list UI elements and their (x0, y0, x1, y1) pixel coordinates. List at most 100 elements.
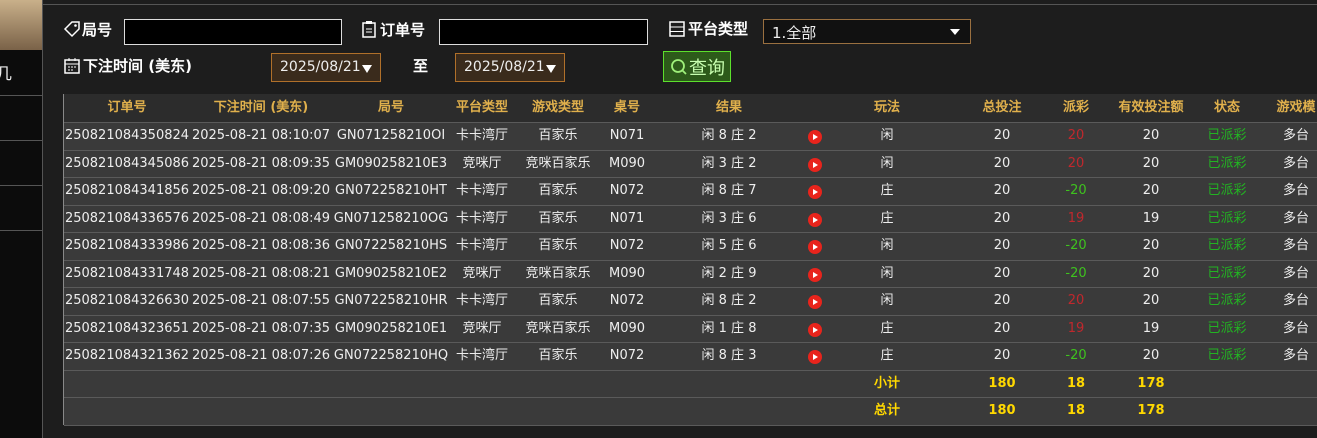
play-icon[interactable] (808, 267, 822, 286)
date-from[interactable]: 2025/08/21 (271, 53, 381, 82)
table-cell: 已派彩 (1207, 128, 1247, 143)
table-cell: 20 (1142, 183, 1160, 198)
row-divider (64, 232, 1317, 233)
table-cell: 2025-08-21 08:10:07 (191, 128, 331, 143)
table-cell: 多台 (1282, 155, 1310, 171)
table-cell: 庄 (880, 210, 894, 226)
list-icon (669, 21, 685, 37)
round-input[interactable] (124, 19, 342, 45)
table-cell: 百家乐 (538, 210, 578, 226)
table-cell: 20 (1142, 155, 1160, 171)
query-text: 查询 (689, 58, 725, 79)
row-divider (64, 149, 1317, 151)
table-cell: N072 (609, 348, 645, 363)
table-cell: 已派彩 (1207, 348, 1247, 363)
table-cell: GN071258210OI (336, 128, 446, 143)
table-cell: 闲 3 庄 2 (701, 155, 757, 171)
table-cell: 20 (993, 265, 1011, 281)
table-cell: N072 (609, 238, 645, 253)
table-cell: 庄 (880, 348, 894, 363)
row-divider (64, 397, 1317, 398)
table-cell: M090 (608, 320, 646, 336)
table-cell: 已派彩 (1207, 183, 1247, 198)
time-label: 下注时间 (美东) (83, 57, 192, 75)
table-cell: 百家乐 (538, 238, 578, 253)
order-input[interactable] (439, 19, 648, 45)
table-cell: 20 (993, 238, 1011, 253)
table-cell: 百家乐 (538, 183, 578, 198)
table-cell: 闲 8 庄 7 (701, 183, 757, 198)
header-cell: 玩法 (873, 100, 901, 115)
dropdown-arrow (546, 65, 556, 73)
play-icon[interactable] (808, 129, 822, 148)
table-cell: 20 (1142, 238, 1160, 253)
table-cell: 已派彩 (1207, 265, 1247, 281)
table-cell: 卡卡湾厅 (455, 348, 509, 363)
play-icon[interactable] (808, 294, 822, 313)
table-cell: M090 (608, 155, 646, 171)
table-cell: GN071258210OG (333, 210, 449, 226)
table-cell: GN072258210HR (334, 293, 448, 308)
table-cell: 竞咪厅 (462, 155, 502, 171)
sidebar: 几 (0, 0, 43, 438)
row-divider (64, 314, 1317, 316)
results-table: 订单号 下注时间 (美东) 局号 平台类型 游戏类型 桌号 结果 玩法 总投注 派彩 有效投注额 状态… (63, 94, 1317, 426)
sidebar-item[interactable]: 几 (0, 64, 13, 83)
table-cell: 已派彩 (1207, 210, 1247, 226)
table-cell: 2025-08-21 08:07:26 (191, 348, 331, 363)
table-cell: N072 (609, 183, 645, 198)
header-cell: 有效投注额 (1118, 100, 1184, 115)
table-cell: 闲 8 庄 3 (701, 348, 757, 363)
table-cell: 多台 (1282, 210, 1310, 226)
table-cell: 20 (993, 320, 1011, 336)
table-cell: 庄 (880, 183, 894, 198)
table-cell: 多台 (1282, 183, 1310, 198)
play-icon[interactable] (808, 212, 822, 231)
divider (0, 185, 42, 186)
play-icon[interactable] (808, 349, 822, 368)
table-cell: 百家乐 (538, 348, 578, 363)
table-cell: 已派彩 (1207, 238, 1247, 253)
table-cell: 卡卡湾厅 (455, 210, 509, 226)
table-cell: 多台 (1282, 320, 1310, 336)
header-cell: 订单号 (107, 100, 147, 115)
table-cell: 多台 (1282, 348, 1310, 363)
table-cell: N071 (609, 210, 645, 226)
platform-select[interactable]: 1.全部 (763, 19, 971, 44)
table-cell: 竞咪百家乐 (525, 265, 591, 281)
table-cell: 20 (1067, 293, 1085, 308)
table-cell: 闲 (880, 155, 894, 171)
header-row (64, 94, 1317, 122)
table-cell: 250821084333986 (64, 238, 190, 253)
sidebar-top (0, 0, 42, 50)
header-cell: 派彩 (1062, 100, 1090, 115)
table-cell: GN072258210HT (335, 183, 447, 198)
table-cell: -20 (1065, 183, 1087, 198)
play-icon[interactable] (808, 157, 822, 176)
table-cell: 2025-08-21 08:09:20 (191, 183, 331, 198)
table-cell: 已派彩 (1207, 293, 1247, 308)
table-cell: 2025-08-21 08:07:55 (191, 293, 331, 308)
table-cell: 庄 (880, 320, 894, 336)
play-icon[interactable] (808, 239, 822, 258)
calendar-icon (64, 58, 80, 74)
header-cell: 游戏类型 (531, 100, 585, 115)
table-cell: 竞咪厅 (462, 320, 502, 336)
table-cell: 20 (1142, 128, 1160, 143)
table-cell: 250821084326630 (64, 293, 190, 308)
play-icon[interactable] (808, 322, 822, 341)
table-cell: GM090258210E1 (334, 320, 448, 336)
date-to[interactable]: 2025/08/21 (455, 53, 565, 82)
table-cell: 多台 (1282, 128, 1310, 143)
table-cell: 闲 3 庄 6 (701, 210, 757, 226)
play-icon[interactable] (808, 184, 822, 203)
table-cell: M090 (608, 265, 646, 281)
table-cell: 已派彩 (1207, 320, 1247, 336)
query-button[interactable]: 查询 (663, 51, 731, 82)
table-cell: 19 (1067, 210, 1085, 226)
table-cell: 卡卡湾厅 (455, 293, 509, 308)
table-cell: GM090258210E3 (334, 155, 448, 171)
table-cell: GM090258210E2 (334, 265, 448, 281)
table-cell: 20 (1142, 293, 1160, 308)
